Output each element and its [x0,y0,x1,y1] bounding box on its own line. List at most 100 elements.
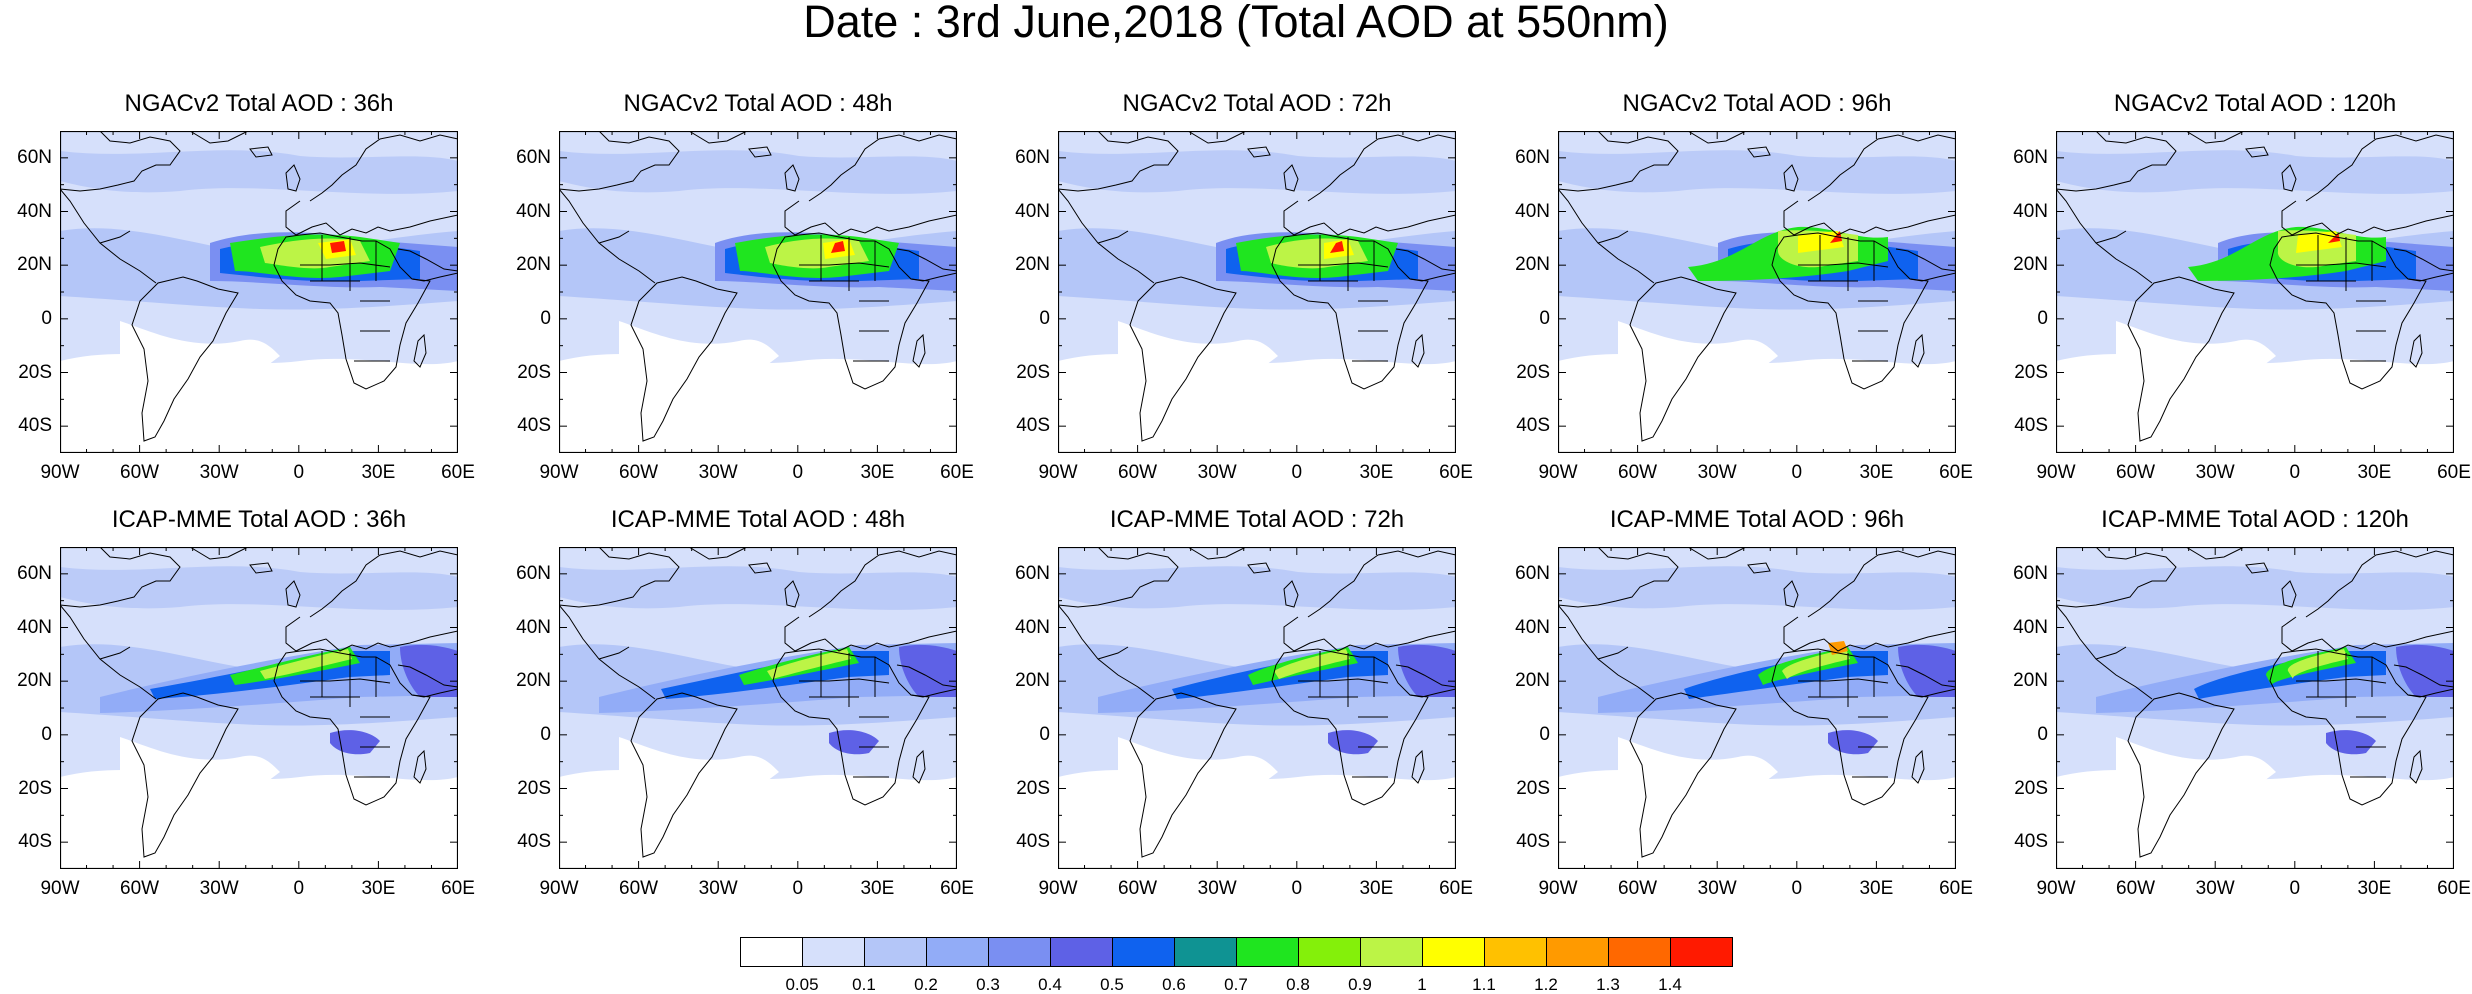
map-panel: NGACv2 Total AOD : 36h 60N 40N 20N 0 20S 40S 90… [17,90,475,483]
panel-title: ICAP-MME Total AOD : 72h [1109,506,1405,533]
aod-background-field [1058,131,1456,453]
aod-map [1058,547,1456,869]
colorbar-label: 1.3 [1596,975,1620,994]
x-tick-label: 0 [2289,462,2301,483]
y-tick-label: 20N [2013,670,2048,692]
aod-plume [330,730,380,755]
aod-plume [260,649,352,679]
y-tick-label: 20S [517,777,551,799]
y-tick-label: 0 [540,307,551,329]
aod-plume [400,644,458,697]
colorbar-label: 0.4 [1038,975,1062,994]
aod-map [60,547,458,869]
colorbar-label: 1 [1417,975,1427,994]
panel-title: ICAP-MME Total AOD : 48h [610,506,906,533]
y-tick-label: 40N [2013,616,2048,638]
x-tick-label: 30W [1197,878,1237,899]
y-tick-label: 40N [17,200,52,222]
x-tick-label: 0 [2289,878,2301,899]
y-tick-label: 20N [516,254,551,276]
colorbar-label: 0.3 [976,975,1000,994]
y-tick-label: 40S [2014,415,2048,437]
colorbar-swatch [1670,937,1733,967]
y-tick-label: 40N [1015,200,1050,222]
x-tick-label: 30E [1359,878,1394,899]
y-tick-label: 0 [2037,307,2048,329]
y-tick-label: 40N [1515,200,1550,222]
colorbar-swatch [1360,937,1423,967]
x-tick-label: 30E [1859,462,1894,483]
map-panel: NGACv2 Total AOD : 72h 60N 40N 20N 0 20S 40S 90… [1015,90,1473,483]
y-tick-label: 20S [1016,777,1050,799]
y-tick-label: 60N [17,562,52,584]
y-tick-label: 20S [2014,361,2048,383]
colorbar-label: 0.7 [1224,975,1248,994]
y-tick-label: 40S [1016,415,1050,437]
x-tick-label: 30E [2357,462,2392,483]
y-tick-label: 0 [1539,307,1550,329]
colorbar-label: 0.1 [852,975,876,994]
y-tick-label: 20N [1015,670,1050,692]
y-tick-label: 40S [517,415,551,437]
y-tick-label: 40N [516,616,551,638]
x-tick-label: 0 [1291,462,1303,483]
x-tick-label: 0 [1791,462,1803,483]
x-tick-label: 90W [2036,462,2076,483]
x-tick-label: 0 [792,462,804,483]
y-tick-label: 20S [2014,777,2048,799]
x-tick-label: 60W [1118,462,1158,483]
colorbar-swatch [926,937,989,967]
y-tick-label: 20N [1015,254,1050,276]
y-tick-label: 40S [1516,415,1550,437]
y-tick-label: 40N [516,200,551,222]
map-panel: NGACv2 Total AOD : 96h 60N 40N 20N 0 20S 40S 90… [1515,90,1973,483]
y-tick-label: 20S [1516,361,1550,383]
colorbar-label: 1.2 [1534,975,1558,994]
aod-map [559,131,957,453]
figure-title: Date : 3rd June,2018 (Total AOD at 550nm… [803,0,1669,47]
y-tick-label: 40N [1515,616,1550,638]
x-tick-label: 60E [441,462,475,483]
aod-plume [829,730,879,755]
colorbar-swatch [1112,937,1175,967]
colorbar-swatch [1422,937,1485,967]
aod-map [559,547,957,869]
panel-title: ICAP-MME Total AOD : 36h [111,506,407,533]
y-tick-label: 60N [2013,562,2048,584]
map-panel: ICAP-MME Total AOD : 72h 60N 40N 20N 0 20S 40S… [1015,506,1473,899]
x-tick-label: 30E [2357,878,2392,899]
map-panel: ICAP-MME Total AOD : 36h 60N 40N 20N 0 20S 40S… [17,506,475,899]
y-tick-label: 20N [17,254,52,276]
colorbar-label: 0.2 [914,975,938,994]
x-tick-label: 90W [1038,462,1078,483]
aod-plume [1274,649,1350,679]
colorbar-swatch [1174,937,1237,967]
colorbar-swatch [1608,937,1671,967]
y-tick-label: 60N [1515,146,1550,168]
x-tick-label: 0 [1791,878,1803,899]
y-tick-label: 20S [1516,777,1550,799]
y-tick-label: 20S [517,361,551,383]
y-tick-label: 0 [540,723,551,745]
x-tick-label: 30E [860,878,895,899]
panel-title: NGACv2 Total AOD : 72h [1122,90,1392,117]
x-tick-label: 60E [1939,878,1973,899]
panel-title: ICAP-MME Total AOD : 120h [2101,506,2409,533]
x-tick-label: 60W [2116,878,2156,899]
x-tick-label: 30W [698,878,738,899]
aod-plume [1398,644,1456,697]
y-tick-label: 40S [1516,831,1550,853]
x-tick-label: 90W [2036,878,2076,899]
x-tick-label: 90W [539,462,579,483]
panel-title: ICAP-MME Total AOD : 96h [1609,506,1905,533]
aod-map [1558,547,1956,869]
x-tick-label: 30W [2195,878,2235,899]
aod-plume [767,649,851,679]
map-panel: ICAP-MME Total AOD : 48h 60N 40N 20N 0 20S 40S… [516,506,974,899]
y-tick-label: 20S [1016,361,1050,383]
panel-title: NGACv2 Total AOD : 48h [623,90,893,117]
x-tick-label: 60E [2437,462,2471,483]
aod-map [2056,547,2454,869]
x-tick-label: 30W [698,462,738,483]
